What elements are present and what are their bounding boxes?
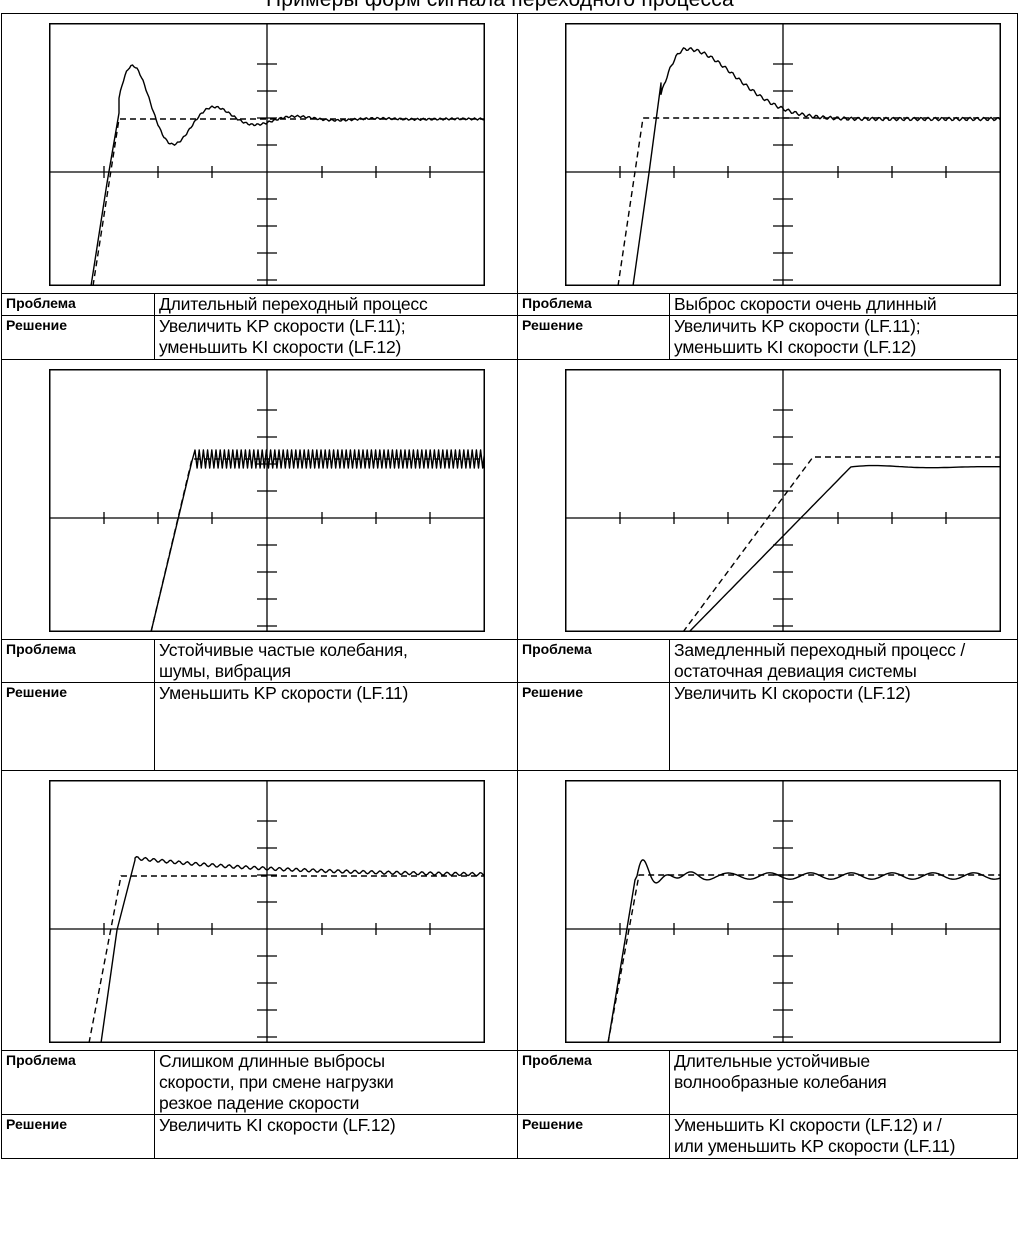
- problem-line: волнообразные колебания: [674, 1072, 887, 1092]
- label-solution: Решение: [517, 1114, 670, 1159]
- reference-line: [88, 875, 485, 1043]
- problem-line: Выброс скорости очень длинный: [674, 294, 937, 314]
- problem-line: Слишком длинные выбросы: [159, 1051, 385, 1071]
- oscillogram-1: [49, 23, 485, 286]
- problem-line: Длительные устойчивые: [674, 1051, 870, 1071]
- label-problem: Проблема: [1, 1050, 155, 1115]
- solution-line: Увеличить KI скорости (LF.12): [159, 1115, 396, 1135]
- oscillogram-6: [565, 780, 1001, 1043]
- problem-text-3: Устойчивые частые колебания, шумы, вибра…: [154, 639, 518, 683]
- response-line: [150, 449, 485, 632]
- reference-line: [617, 117, 1001, 286]
- solution-text-5: Увеличить KI скорости (LF.12): [154, 1114, 518, 1159]
- problem-line: Длительный переходный процесс: [159, 294, 428, 314]
- header-text: Примеры форм сигнала переходного процесс…: [266, 0, 734, 12]
- chart-cell-6: [517, 770, 1018, 1051]
- cut-header: Примеры форм сигнала переходного процесс…: [0, 0, 1019, 18]
- response-line: [632, 47, 1001, 286]
- solution-line: Увеличить KP скорости (LF.11);: [159, 316, 406, 336]
- problem-text-1: Длительный переходный процесс: [154, 293, 518, 316]
- response-line: [100, 855, 485, 1043]
- label-solution: Решение: [1, 1114, 155, 1159]
- solution-line: уменьшить KI скорости (LF.12): [674, 337, 917, 357]
- problem-text-4: Замедленный переходный процесс / остаточ…: [669, 639, 1018, 683]
- problem-line: Замедленный переходный процесс /: [674, 640, 965, 660]
- problem-line: резкое падение скорости: [159, 1093, 360, 1113]
- oscillogram-svg-4: [565, 369, 1001, 632]
- problem-line: скорости, при смене нагрузки: [159, 1072, 394, 1092]
- oscillogram-svg-1: [49, 23, 485, 286]
- solution-line: Увеличить KP скорости (LF.11);: [674, 316, 921, 336]
- reference-line: [150, 458, 485, 632]
- chart-cell-5: [1, 770, 518, 1051]
- reference-line: [607, 874, 1001, 1043]
- response-line: [688, 464, 1001, 632]
- chart-cell-1: [1, 13, 518, 294]
- oscillogram-svg-6: [565, 780, 1001, 1043]
- solution-line: или уменьшить KP скорости (LF.11): [674, 1136, 956, 1156]
- oscillogram-svg-5: [49, 780, 485, 1043]
- label-problem: Проблема: [1, 639, 155, 683]
- oscillogram-2: [565, 23, 1001, 286]
- chart-cell-4: [517, 359, 1018, 640]
- solution-text-1: Увеличить KP скорости (LF.11); уменьшить…: [154, 315, 518, 360]
- solution-text-4: Увеличить KI скорости (LF.12): [669, 682, 1018, 771]
- problem-text-6: Длительные устойчивые волнообразные коле…: [669, 1050, 1018, 1115]
- solution-text-3: Уменьшить KP скорости (LF.11): [154, 682, 518, 771]
- solution-text-6: Уменьшить KI скорости (LF.12) и / или ум…: [669, 1114, 1018, 1159]
- solution-line: Уменьшить KP скорости (LF.11): [159, 683, 409, 703]
- oscillogram-4: [565, 369, 1001, 632]
- response-line: [90, 64, 485, 286]
- reference-line: [682, 456, 1001, 632]
- solution-line: уменьшить KI скорости (LF.12): [159, 337, 402, 357]
- problem-line: Устойчивые частые колебания,: [159, 640, 408, 660]
- problem-line: шумы, вибрация: [159, 661, 291, 681]
- oscillogram-svg-3: [49, 369, 485, 632]
- label-solution: Решение: [1, 315, 155, 360]
- solution-text-2: Увеличить KP скорости (LF.11); уменьшить…: [669, 315, 1018, 360]
- transient-examples-table: Проблема Длительный переходный процесс П…: [1, 13, 1018, 1159]
- label-problem: Проблема: [1, 293, 155, 316]
- solution-line: Увеличить KI скорости (LF.12): [674, 683, 911, 703]
- problem-text-2: Выброс скорости очень длинный: [669, 293, 1018, 316]
- label-problem: Проблема: [517, 639, 670, 683]
- reference-line: [92, 118, 485, 286]
- label-problem: Проблема: [517, 1050, 670, 1115]
- problem-text-5: Слишком длинные выбросы скорости, при см…: [154, 1050, 518, 1115]
- problem-line: остаточная девиация системы: [674, 661, 917, 681]
- label-solution: Решение: [1, 682, 155, 771]
- response-line: [607, 859, 1001, 1043]
- oscillogram-svg-2: [565, 23, 1001, 286]
- chart-cell-3: [1, 359, 518, 640]
- solution-line: Уменьшить KI скорости (LF.12) и /: [674, 1115, 942, 1135]
- chart-cell-2: [517, 13, 1018, 294]
- label-solution: Решение: [517, 315, 670, 360]
- label-solution: Решение: [517, 682, 670, 771]
- oscillogram-3: [49, 369, 485, 632]
- label-problem: Проблема: [517, 293, 670, 316]
- oscillogram-5: [49, 780, 485, 1043]
